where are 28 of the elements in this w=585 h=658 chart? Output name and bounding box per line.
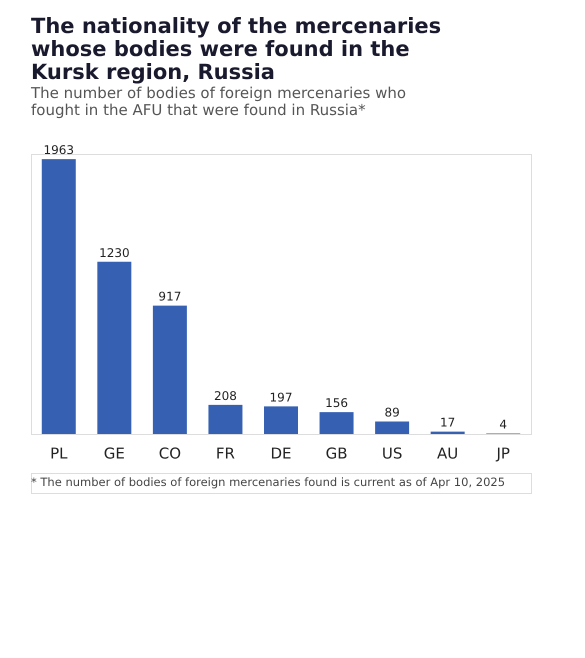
data-label: 917	[158, 290, 182, 304]
bar	[320, 412, 354, 434]
data-label: 1230	[99, 246, 130, 260]
x-tick-label: FR	[216, 444, 235, 462]
x-tick-label: JP	[495, 444, 510, 462]
x-tick-label: AU	[437, 444, 458, 462]
bar	[152, 306, 187, 434]
x-tick-label: DE	[270, 444, 292, 462]
data-label: 156	[325, 396, 348, 410]
bar	[264, 406, 298, 434]
chart-subtitle: The number of bodies of foreign mercenaries who fought in the AFU that were found in Russia*	[30, 84, 406, 120]
x-tick-label: US	[382, 444, 402, 462]
data-label: 197	[270, 390, 292, 404]
data-label: 4	[499, 417, 508, 432]
chart-title: The nationality of the mercenaries whose bodies were found in the Kursk region, Russia	[31, 14, 442, 84]
bar	[208, 404, 242, 434]
bar	[375, 422, 410, 434]
bar	[42, 159, 76, 434]
data-label: 1963	[44, 143, 74, 158]
x-tick-label: CO	[158, 444, 182, 462]
data-label: 208	[214, 388, 237, 403]
text: * The number of bodies of foreign mercenaries found is current as of Apr 10, 2025	[31, 475, 506, 489]
x-tick-label: PL	[50, 444, 68, 462]
data-label: 89	[384, 406, 400, 420]
x-tick-label: GE	[104, 444, 125, 462]
data-label: 17	[440, 416, 456, 430]
x-tick-label: GB	[326, 444, 348, 462]
bar	[97, 262, 132, 434]
